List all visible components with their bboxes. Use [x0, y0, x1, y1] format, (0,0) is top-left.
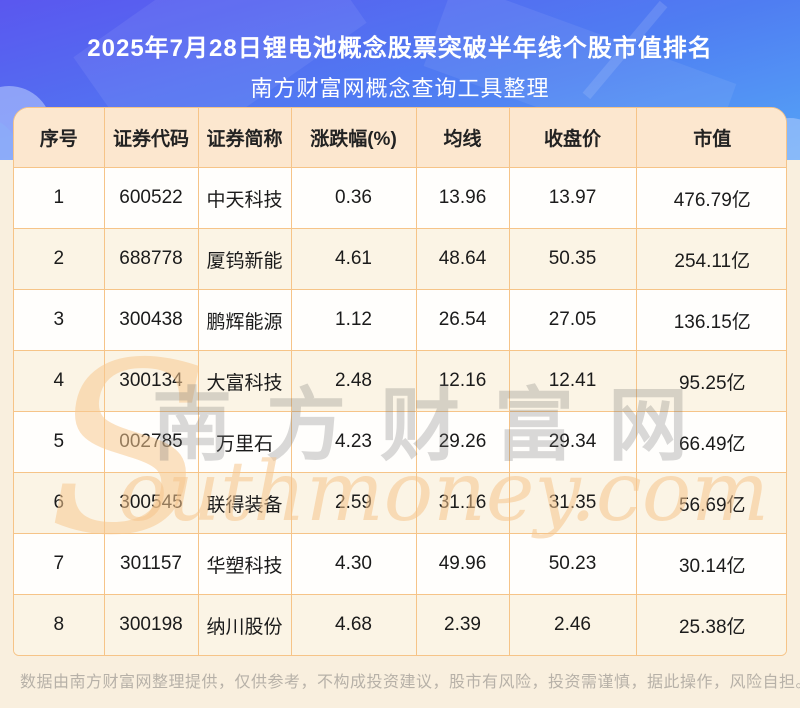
cell-name: 中天科技 [197, 167, 292, 229]
cell-close: 50.35 [508, 228, 637, 290]
cell-name: 纳川股份 [197, 594, 292, 655]
cell-code: 002785 [103, 411, 199, 473]
cell-market-cap: 56.69亿 [635, 472, 786, 534]
table-row: 5 002785 万里石 4.23 29.26 29.34 66.49亿 [14, 411, 786, 473]
cell-close: 31.35 [508, 472, 637, 534]
cell-change-pct: 0.36 [290, 167, 417, 229]
table-row: 3 300438 鹏辉能源 1.12 26.54 27.05 136.15亿 [14, 289, 786, 351]
table-header-row: 序号 证券代码 证券简称 涨跌幅(%) 均线 收盘价 市值 [14, 108, 786, 168]
cell-market-cap: 66.49亿 [635, 411, 786, 473]
cell-code: 688778 [103, 228, 199, 290]
table-row: 1 600522 中天科技 0.36 13.96 13.97 476.79亿 [14, 167, 786, 229]
column-header-index: 序号 [14, 108, 105, 168]
cell-change-pct: 4.68 [290, 594, 417, 655]
column-header-code: 证券代码 [103, 108, 199, 168]
cell-ma: 31.16 [415, 472, 510, 534]
cell-ma: 49.96 [415, 533, 510, 595]
cell-change-pct: 2.59 [290, 472, 417, 534]
cell-close: 27.05 [508, 289, 637, 351]
cell-market-cap: 476.79亿 [635, 167, 786, 229]
page-title: 2025年7月28日锂电池概念股票突破半年线个股市值排名 [87, 35, 713, 62]
cell-name: 万里石 [197, 411, 292, 473]
cell-index: 1 [14, 167, 105, 229]
stock-table: 序号 证券代码 证券简称 涨跌幅(%) 均线 收盘价 市值 1 600522 中天科技 0.36 1… [14, 108, 786, 655]
cell-code: 600522 [103, 167, 199, 229]
cell-code: 300438 [103, 289, 199, 351]
page-subtitle: 南方财富网概念查询工具整理 [250, 76, 550, 101]
cell-code: 300198 [103, 594, 199, 655]
cell-ma: 26.54 [415, 289, 510, 351]
cell-name: 联得装备 [197, 472, 292, 534]
cell-code: 300545 [103, 472, 199, 534]
table-row: 4 300134 大富科技 2.48 12.16 12.41 95.25亿 [14, 350, 786, 412]
column-header-ma: 均线 [415, 108, 510, 168]
cell-ma: 48.64 [415, 228, 510, 290]
stock-table-card: 序号 证券代码 证券简称 涨跌幅(%) 均线 收盘价 市值 1 600522 中天科技 0.36 1… [13, 107, 787, 656]
cell-close: 12.41 [508, 350, 637, 412]
cell-index: 4 [14, 350, 105, 412]
column-header-close: 收盘价 [508, 108, 637, 168]
cell-index: 5 [14, 411, 105, 473]
cell-close: 2.46 [508, 594, 637, 655]
footer-disclaimer: 数据由南方财富网整理提供，仅供参考，不构成投资建议，股市有风险，投资需谨慎，据此… [20, 674, 800, 691]
cell-code: 300134 [103, 350, 199, 412]
cell-close: 50.23 [508, 533, 637, 595]
table-row: 8 300198 纳川股份 4.68 2.39 2.46 25.38亿 [14, 594, 786, 655]
cell-market-cap: 25.38亿 [635, 594, 786, 655]
cell-market-cap: 95.25亿 [635, 350, 786, 412]
table-row: 6 300545 联得装备 2.59 31.16 31.35 56.69亿 [14, 472, 786, 534]
cell-index: 6 [14, 472, 105, 534]
title-block: 2025年7月28日锂电池概念股票突破半年线个股市值排名 南方财富网概念查询工具… [0, 0, 800, 103]
column-header-market-cap: 市值 [635, 108, 786, 168]
cell-index: 2 [14, 228, 105, 290]
table-body: 1 600522 中天科技 0.36 13.96 13.97 476.79亿 2 688778 厦… [14, 167, 786, 655]
cell-ma: 13.96 [415, 167, 510, 229]
cell-name: 大富科技 [197, 350, 292, 412]
cell-change-pct: 4.61 [290, 228, 417, 290]
table-row: 7 301157 华塑科技 4.30 49.96 50.23 30.14亿 [14, 533, 786, 595]
cell-close: 13.97 [508, 167, 637, 229]
cell-index: 8 [14, 594, 105, 655]
cell-index: 3 [14, 289, 105, 351]
cell-ma: 2.39 [415, 594, 510, 655]
cell-name: 鹏辉能源 [197, 289, 292, 351]
cell-market-cap: 30.14亿 [635, 533, 786, 595]
cell-market-cap: 136.15亿 [635, 289, 786, 351]
column-header-change-pct: 涨跌幅(%) [290, 108, 417, 168]
cell-name: 厦钨新能 [197, 228, 292, 290]
cell-ma: 12.16 [415, 350, 510, 412]
cell-ma: 29.26 [415, 411, 510, 473]
cell-market-cap: 254.11亿 [635, 228, 786, 290]
cell-index: 7 [14, 533, 105, 595]
cell-close: 29.34 [508, 411, 637, 473]
table-row: 2 688778 厦钨新能 4.61 48.64 50.35 254.11亿 [14, 228, 786, 290]
cell-change-pct: 4.30 [290, 533, 417, 595]
cell-change-pct: 1.12 [290, 289, 417, 351]
cell-change-pct: 4.23 [290, 411, 417, 473]
cell-code: 301157 [103, 533, 199, 595]
cell-change-pct: 2.48 [290, 350, 417, 412]
cell-name: 华塑科技 [197, 533, 292, 595]
column-header-name: 证券简称 [197, 108, 292, 168]
